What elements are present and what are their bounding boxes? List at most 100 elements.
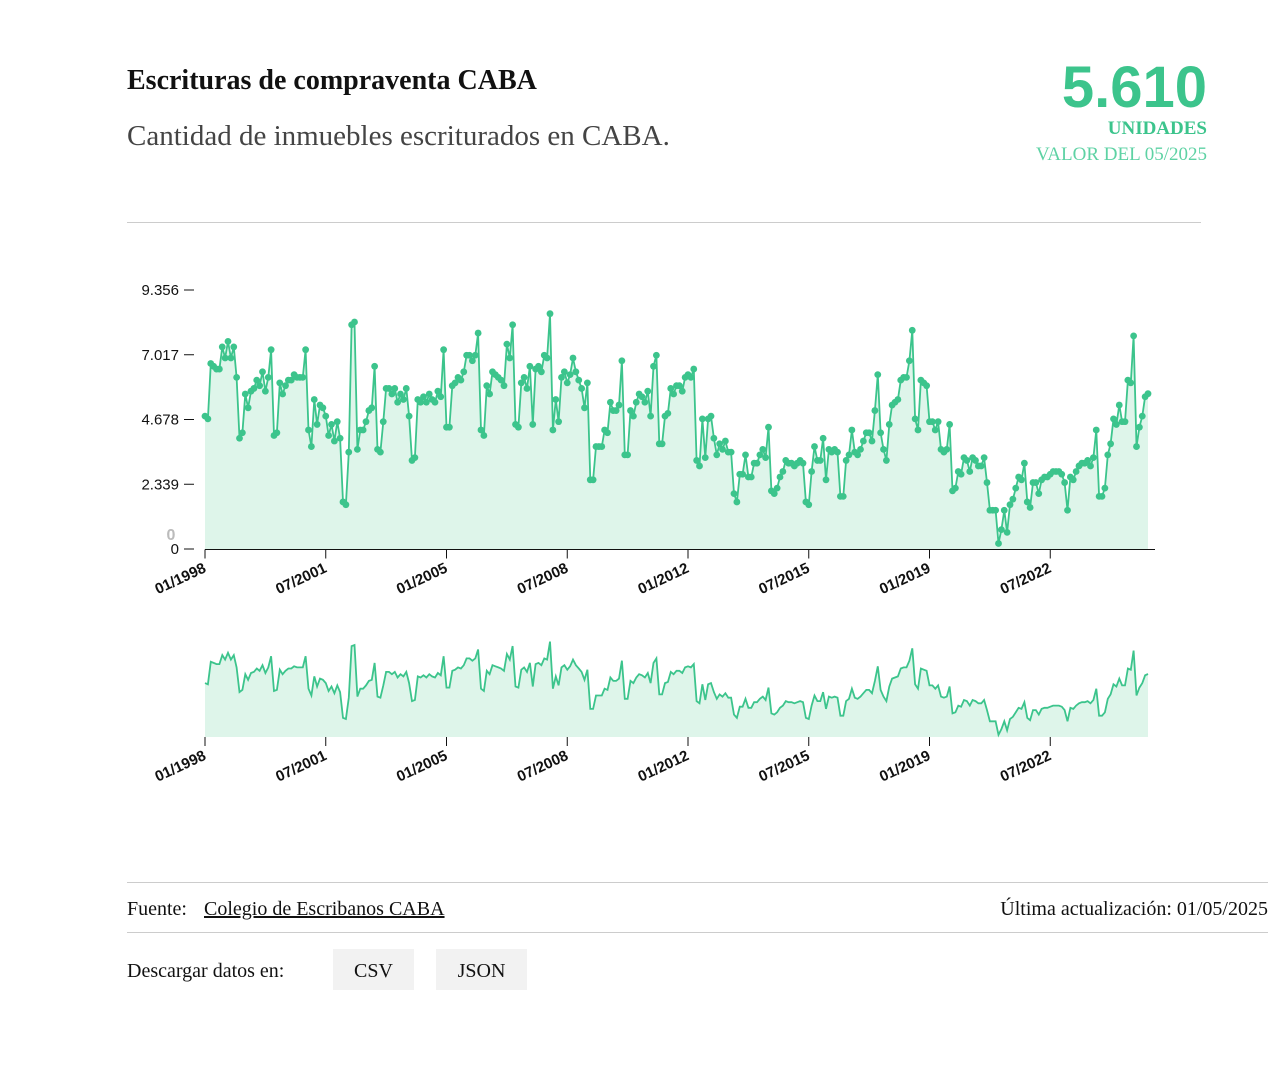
point	[992, 506, 1000, 514]
point	[905, 357, 913, 365]
point	[282, 382, 289, 390]
point	[394, 398, 402, 406]
point	[776, 473, 784, 481]
point	[529, 421, 537, 428]
point	[236, 434, 243, 442]
point	[411, 454, 419, 462]
point	[474, 329, 482, 337]
point	[885, 421, 893, 428]
point	[422, 398, 430, 406]
point	[966, 468, 974, 475]
point	[451, 379, 459, 387]
point	[977, 462, 985, 470]
csv-button[interactable]: CSV	[354, 960, 393, 982]
point	[730, 490, 738, 498]
point	[233, 373, 241, 381]
point	[371, 362, 379, 370]
mini-x-tick-label: 01/1998	[152, 747, 208, 785]
point	[1127, 379, 1135, 387]
point	[877, 429, 885, 437]
point	[1107, 440, 1115, 448]
point	[1020, 459, 1028, 467]
point	[1061, 479, 1069, 486]
point	[328, 421, 335, 428]
point	[647, 412, 655, 420]
point	[431, 398, 439, 406]
point	[624, 451, 632, 459]
point	[402, 385, 410, 392]
point	[839, 493, 847, 500]
point	[1023, 498, 1031, 506]
point	[477, 426, 485, 434]
point	[273, 429, 281, 437]
point	[721, 437, 729, 445]
y-tick-label: 0	[171, 541, 179, 558]
point	[497, 376, 505, 384]
point	[629, 412, 637, 420]
point	[503, 340, 511, 348]
point	[342, 501, 350, 509]
y-tick-label: 9.356	[141, 282, 179, 299]
mini-x-tick-label: 07/2001	[273, 747, 329, 785]
point	[560, 368, 568, 376]
point	[230, 343, 238, 351]
point	[770, 490, 778, 498]
point	[911, 415, 919, 423]
point	[1064, 506, 1071, 514]
point	[641, 398, 649, 406]
point	[972, 457, 979, 464]
point	[520, 373, 528, 381]
point	[658, 440, 666, 448]
point	[1009, 495, 1017, 503]
point	[256, 382, 264, 390]
point	[437, 393, 445, 401]
point	[762, 454, 770, 462]
point	[514, 423, 522, 431]
point	[1058, 470, 1066, 478]
point	[1018, 476, 1025, 484]
point	[765, 423, 772, 431]
source-label: Fuente:	[127, 898, 187, 920]
mini-x-tick-label: 01/2012	[635, 747, 691, 785]
point	[698, 415, 706, 423]
point	[667, 385, 675, 392]
point	[742, 451, 749, 459]
point	[874, 371, 882, 378]
point	[606, 398, 614, 406]
point	[854, 451, 862, 459]
point	[923, 382, 931, 390]
point	[1026, 504, 1034, 511]
button-bg[interactable]	[436, 949, 527, 990]
point	[903, 373, 910, 381]
point	[397, 390, 404, 398]
point	[779, 468, 787, 475]
point	[310, 396, 318, 403]
json-button[interactable]: JSON	[458, 960, 506, 982]
point	[1084, 457, 1092, 464]
point	[819, 434, 827, 442]
title: Escrituras de compraventa CABA	[127, 65, 538, 96]
point	[578, 385, 586, 392]
point	[305, 426, 312, 434]
point	[1110, 415, 1117, 423]
point	[299, 373, 307, 381]
point	[857, 445, 864, 453]
area	[205, 641, 1148, 737]
point	[589, 476, 597, 484]
point	[1133, 443, 1140, 450]
button-bg[interactable]	[333, 949, 414, 990]
point	[264, 373, 272, 381]
point	[934, 418, 942, 426]
x-tick-label: 01/1998	[152, 560, 208, 598]
point	[733, 498, 741, 506]
point	[405, 412, 413, 420]
point	[713, 451, 721, 459]
point	[1000, 506, 1008, 514]
point	[1092, 426, 1100, 434]
point	[598, 443, 606, 450]
point	[552, 396, 560, 403]
point	[822, 476, 830, 484]
source-link[interactable]: Colegio de Escribanos CABA	[204, 898, 445, 920]
point	[811, 443, 818, 450]
